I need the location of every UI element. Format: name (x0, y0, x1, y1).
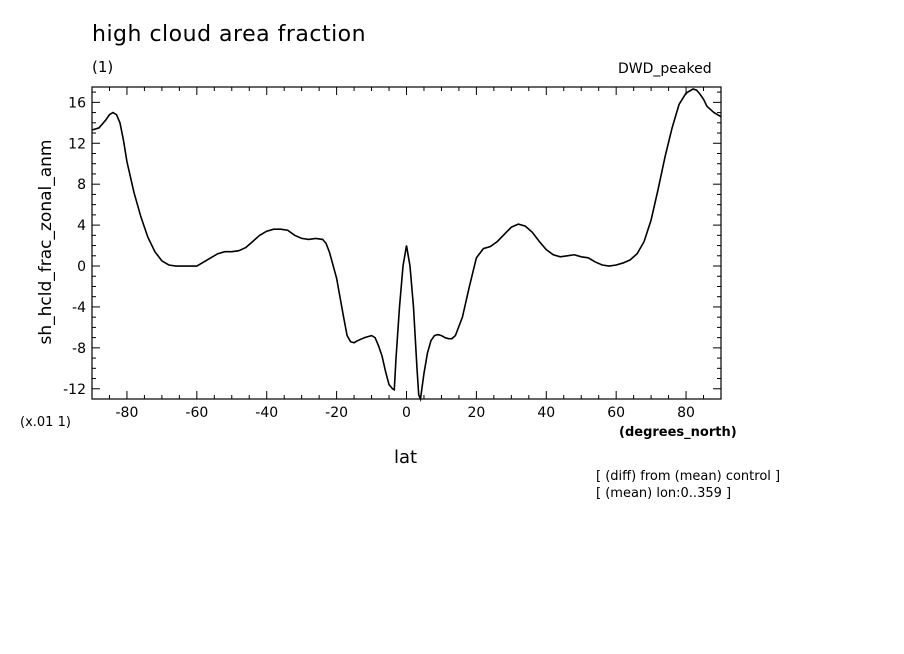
x-tick-label: 0 (402, 405, 411, 421)
x-tick-label: 80 (677, 405, 695, 421)
x-tick-label: -60 (185, 405, 208, 421)
x-axis-units: (degrees_north) (619, 425, 737, 440)
x-tick-label: 40 (537, 405, 555, 421)
y-tick-label: 0 (77, 259, 86, 275)
series-line (91, 88, 722, 402)
chart-units: (1) (92, 58, 114, 76)
y-tick-label: 4 (77, 218, 86, 234)
x-axis-label: lat (394, 447, 418, 468)
y-tick-label: 12 (68, 136, 86, 152)
y-tick-label: -8 (72, 341, 86, 357)
y-tick-label: -12 (63, 382, 86, 398)
y-tick-labels: -12 -8 -4 0 4 8 12 16 (63, 95, 86, 397)
y-tick-label: -4 (72, 300, 86, 316)
y-tick-label: 8 (77, 177, 86, 193)
x-tick-label: 60 (607, 405, 625, 421)
chart-title: high cloud area fraction (92, 22, 367, 47)
x-tick-label: -80 (116, 405, 139, 421)
x-tick-label: -40 (255, 405, 278, 421)
experiment-label: DWD_peaked (618, 61, 712, 77)
x-tick-label: 20 (467, 405, 485, 421)
y-tick-label: 16 (68, 95, 86, 111)
y-scale-note: (x.01 1) (20, 415, 71, 430)
note-diff: [ (diff) from (mean) control ] (596, 469, 781, 484)
x-tick-label: -20 (325, 405, 348, 421)
note-mean: [ (mean) lon:0..359 ] (596, 486, 732, 501)
x-tick-labels: -80 -60 -40 -20 0 20 40 60 80 (116, 405, 695, 421)
plot-frame (91, 86, 722, 400)
axis-ticks (91, 87, 722, 400)
